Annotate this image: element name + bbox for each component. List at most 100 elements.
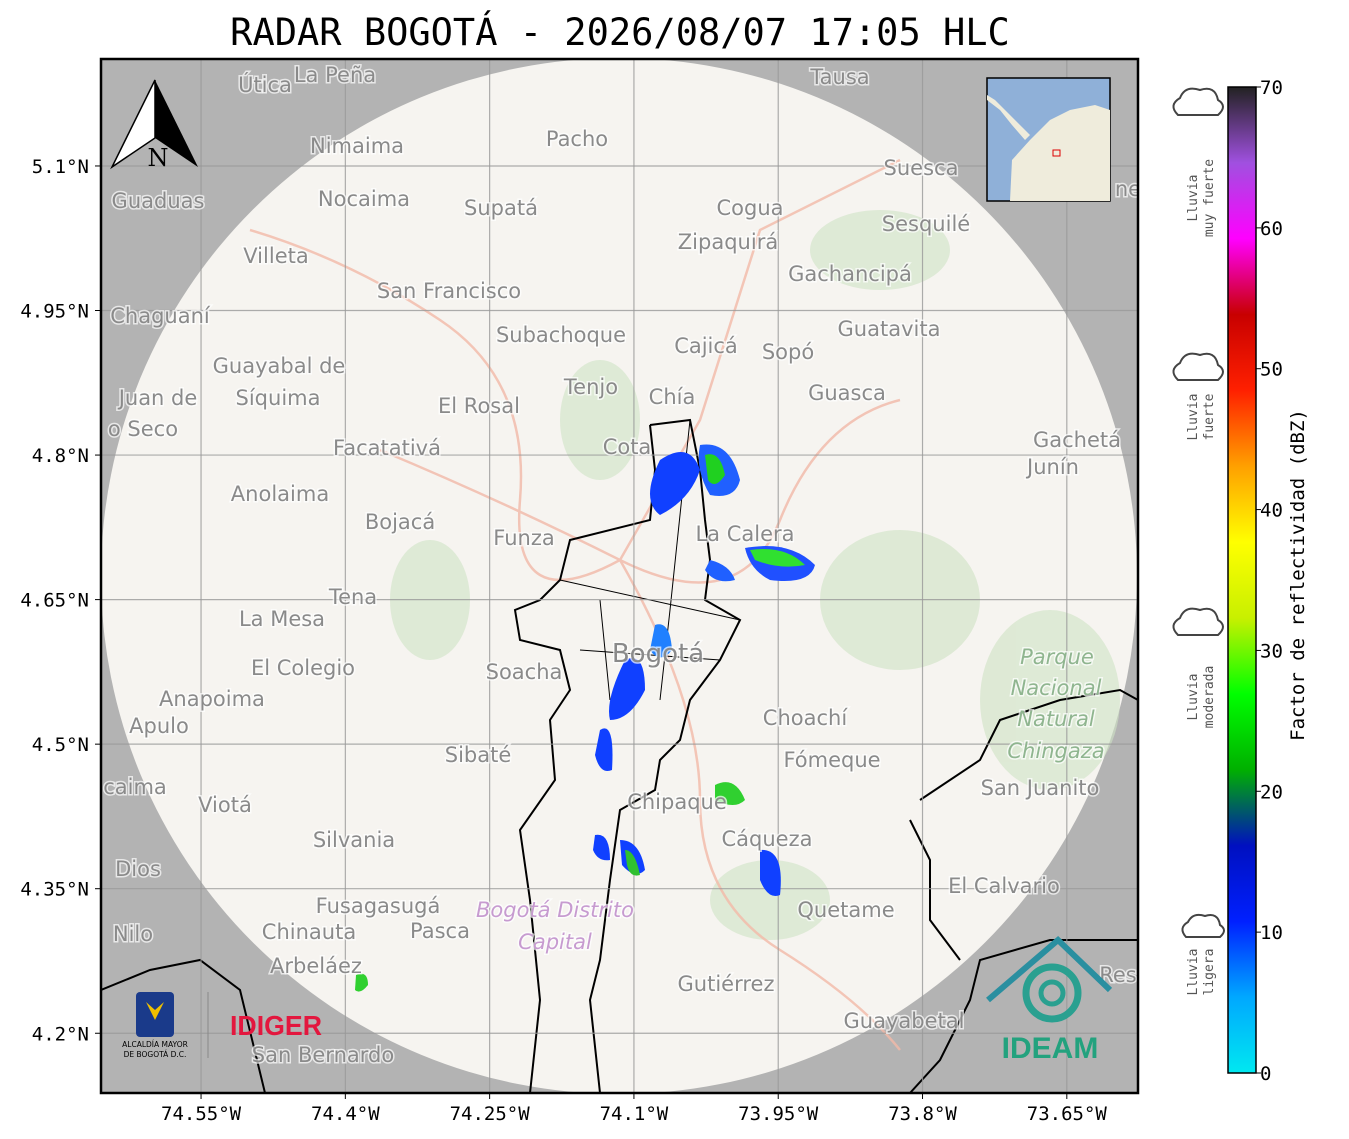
place-label: Supatá [464, 196, 538, 220]
legend-label: Lluvia [1186, 949, 1201, 996]
place-label: Cajicá [674, 334, 738, 358]
colorbar-tick-label: 50 [1260, 359, 1283, 381]
logo-text: IDIGER [230, 1010, 322, 1041]
legend-label: ligera [1202, 949, 1217, 996]
y-tick-label: 4.65°N [20, 590, 89, 612]
place-label: El Colegio [251, 656, 355, 680]
y-tick-label: 5.1°N [32, 156, 89, 178]
place-label: La Peña [294, 63, 376, 87]
y-tick-label: 4.8°N [32, 445, 89, 467]
place-label: Chingaza [1007, 739, 1104, 763]
place-label: La Calera [695, 522, 794, 546]
north-label: N [148, 144, 169, 172]
logo-text: DE BOGOTÁ D.C. [124, 1050, 187, 1059]
place-label: Nocaima [318, 187, 410, 211]
place-label: Pacho [546, 127, 608, 151]
place-label: Chipaque [627, 790, 727, 814]
place-label: Fusagasugá [316, 894, 441, 918]
place-label: Guatavita [838, 317, 941, 341]
place-label: Nilo [113, 922, 153, 946]
y-tick-label: 4.95°N [20, 301, 89, 323]
legend-label: moderada [1202, 666, 1217, 729]
place-label: Sesquilé [882, 212, 970, 236]
place-label: Bogotá [612, 639, 704, 669]
place-label: Arbeláez [270, 954, 362, 978]
place-label: caima [103, 775, 167, 799]
place-label: Parque [1020, 645, 1094, 669]
place-label: Soacha [486, 660, 563, 684]
colorbar-tick-label: 10 [1260, 922, 1283, 944]
place-label: Anolaima [231, 482, 329, 506]
legend-icons [1172, 87, 1225, 938]
place-label: El Rosal [438, 394, 520, 418]
colorbar-tick-label: 40 [1260, 500, 1283, 522]
x-tick-label: 74.55°W [161, 1103, 242, 1125]
place-label: Nacional [1011, 676, 1102, 700]
place-label: San Bernardo [252, 1043, 394, 1067]
place-label: La Mesa [239, 607, 325, 631]
place-label: Capital [518, 930, 592, 954]
place-label: Dios [115, 857, 161, 881]
place-label: Zipaquirá [678, 230, 778, 254]
place-label: Gutiérrez [678, 972, 775, 996]
inset-map [986, 77, 1111, 202]
place-label: Chaguaní [110, 304, 211, 328]
legend-label: Lluvia [1186, 394, 1201, 441]
place-label: Nimaima [310, 134, 404, 158]
map-frame [99, 57, 1140, 1095]
legend-label: Lluvia [1186, 175, 1201, 222]
place-label: San Juanito [981, 776, 1100, 800]
place-label: Silvania [313, 828, 395, 852]
place-label: Útica [238, 72, 292, 97]
x-tick-label: 74.25°W [450, 1103, 531, 1125]
legend-label: Lluvia [1186, 674, 1201, 721]
legend-label: fuerte [1202, 393, 1217, 440]
place-label: Junín [1025, 455, 1079, 479]
place-label: Guaduas [112, 189, 205, 213]
colorbar-tick-label: 70 [1260, 77, 1283, 99]
map: Útica La Peña Tausa Pacho Nimaima Guadua… [101, 59, 1138, 1093]
place-label: Cogua [716, 196, 783, 220]
place-labels: Útica La Peña Tausa Pacho Nimaima Guadua… [102, 62, 1138, 1069]
y-tick-label: 4.2°N [32, 1023, 89, 1045]
place-label: Sopó [762, 340, 814, 364]
place-label: Sibaté [445, 743, 512, 767]
place-label: Viotá [198, 793, 252, 817]
colorbar-label: Factor de reflectividad (dBZ) [1287, 409, 1309, 741]
y-tick-label: 4.35°N [20, 879, 89, 901]
place-label: Chinauta [262, 920, 356, 944]
colorbar-tick-label: 0 [1260, 1063, 1271, 1085]
place-label: Fómeque [783, 748, 880, 772]
x-tick-label: 73.95°W [738, 1103, 819, 1125]
place-label: San Francisco [377, 279, 521, 303]
place-label: Villeta [243, 244, 308, 268]
logo-text: ALCALDÍA MAYOR [122, 1040, 188, 1049]
place-label: Facatativá [333, 436, 441, 460]
place-label: Cáqueza [722, 827, 813, 851]
y-tick-label: 4.5°N [32, 734, 89, 756]
place-label: Síquima [236, 386, 321, 410]
place-label: Guayabal de [213, 354, 346, 378]
place-label: Funza [493, 526, 554, 550]
radar-echoes [355, 444, 815, 992]
place-label: Guasca [808, 381, 886, 405]
place-label: El Calvario [948, 874, 1060, 898]
place-label: Tena [328, 585, 377, 609]
colorbar-tick-label: 60 [1260, 218, 1283, 240]
x-tick-label: 73.8°W [888, 1103, 957, 1125]
logo-text: IDEAM [1002, 1032, 1099, 1065]
place-label: Chía [649, 385, 696, 409]
place-label: Guayabetal [844, 1009, 965, 1033]
place-label: Bojacá [365, 510, 435, 534]
place-label: Pasca [410, 919, 470, 943]
colorbar-tick-label: 20 [1260, 781, 1283, 803]
place-label: Apulo [129, 714, 189, 738]
place-label: Suesca [884, 156, 959, 180]
place-label: Juan de [117, 386, 198, 410]
colorbar-tick-label: 30 [1260, 640, 1283, 662]
place-label: Quetame [797, 898, 894, 922]
place-label: Natural [1017, 707, 1095, 731]
logos: ALCALDÍA MAYOR DE BOGOTÁ D.C. IDIGER IDE… [122, 935, 1113, 1065]
terrain [390, 210, 1120, 940]
